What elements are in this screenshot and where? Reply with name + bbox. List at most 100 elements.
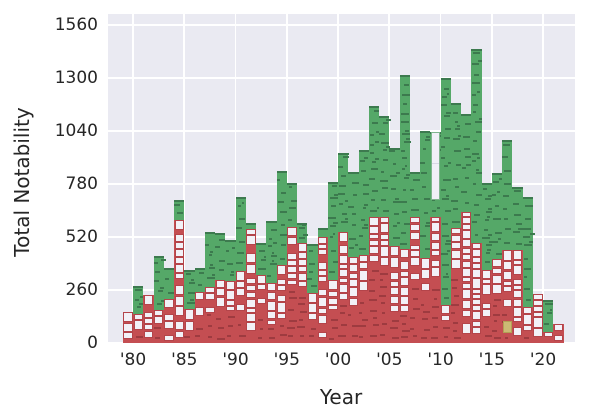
green-top-edge — [163, 267, 174, 270]
hollow-red-box — [246, 299, 256, 308]
red-segment-dash — [136, 335, 145, 338]
green-segment-dash — [463, 136, 471, 139]
hollow-red-box — [174, 257, 184, 264]
green-segment-dash — [364, 203, 368, 206]
green-segment-dash — [159, 287, 164, 290]
hollow-red-box — [389, 287, 399, 295]
red-segment-dash — [379, 295, 386, 298]
green-segment-dash — [518, 228, 524, 231]
green-segment-dash — [154, 262, 158, 265]
green-segment-dash — [486, 244, 494, 247]
green-segment-dash — [290, 199, 298, 202]
green-segment-dash — [444, 127, 451, 130]
hollow-red-box — [389, 295, 399, 304]
hollow-red-box — [482, 284, 492, 296]
green-segment-dash — [488, 241, 493, 244]
green-segment-dash — [465, 202, 470, 204]
red-segment-dash — [432, 289, 440, 292]
green-top-edge — [358, 150, 369, 153]
green-segment-dash — [374, 157, 380, 160]
hollow-red-box — [287, 272, 297, 279]
green-segment-dash — [371, 198, 375, 201]
hollow-red-box — [369, 233, 379, 239]
hollow-red-box — [174, 284, 184, 295]
hollow-red-box — [379, 222, 389, 234]
hollow-red-box — [430, 233, 440, 241]
green-segment-dash — [396, 171, 400, 174]
green-segment-dash — [404, 129, 409, 132]
red-segment-dash — [341, 323, 348, 326]
green-segment-dash — [452, 138, 460, 141]
hollow-red-box — [277, 278, 287, 286]
x-tick-label: '80 — [119, 350, 147, 370]
green-segment-dash — [361, 170, 366, 173]
green-segment-dash — [383, 149, 388, 152]
green-segment-dash — [453, 177, 458, 180]
green-segment-dash — [390, 174, 397, 177]
green-segment-dash — [299, 227, 306, 230]
red-segment-dash — [443, 326, 450, 329]
green-segment-dash — [448, 161, 452, 164]
hollow-red-box — [471, 256, 481, 263]
hollow-red-box — [215, 296, 225, 308]
green-segment-dash — [462, 166, 467, 169]
green-segment-dash — [491, 240, 498, 243]
green-segment-dash — [400, 232, 406, 235]
green-segment-dash — [374, 141, 380, 144]
green-segment-dash — [445, 239, 451, 242]
hollow-red-box — [533, 294, 543, 301]
green-segment-dash — [363, 183, 371, 186]
hollow-red-box — [471, 326, 481, 335]
hollow-red-box — [410, 250, 420, 258]
gridline-vertical — [337, 14, 339, 343]
green-stack-zone — [276, 170, 288, 265]
hollow-red-box — [143, 323, 153, 330]
hollow-red-box — [461, 288, 471, 299]
hollow-red-box — [461, 230, 471, 240]
hollow-red-box — [369, 216, 379, 226]
hollow-red-box — [338, 244, 348, 254]
red-segment-dash — [361, 319, 369, 322]
green-stack-zone — [225, 240, 236, 281]
green-segment-dash — [187, 302, 195, 305]
red-segment-dash — [494, 320, 498, 323]
green-segment-dash — [383, 158, 388, 161]
hollow-red-box — [369, 225, 379, 234]
green-segment-dash — [420, 172, 428, 175]
x-axis-title: Year — [319, 385, 363, 409]
red-segment-dash — [299, 311, 308, 314]
green-segment-dash — [189, 299, 194, 302]
hollow-red-box — [533, 305, 543, 313]
red-segment-dash — [257, 319, 263, 322]
green-segment-dash — [153, 279, 160, 282]
green-stack-zone — [389, 148, 402, 247]
red-segment-dash — [238, 334, 246, 337]
hollow-red-box — [482, 302, 492, 309]
hollow-red-box — [277, 313, 287, 319]
hollow-red-box — [430, 241, 440, 251]
hollow-red-box — [184, 309, 194, 321]
hollow-red-box — [543, 331, 553, 338]
green-segment-dash — [493, 218, 502, 221]
green-segment-dash — [524, 244, 532, 247]
green-segment-dash — [525, 298, 531, 301]
green-segment-dash — [395, 198, 400, 201]
hollow-red-box — [471, 243, 481, 249]
hollow-red-box — [348, 287, 358, 298]
green-segment-dash — [188, 291, 196, 294]
green-segment-dash — [237, 252, 245, 255]
red-segment-dash — [450, 278, 458, 281]
green-segment-dash — [188, 281, 197, 284]
red-segment-dash — [195, 334, 201, 337]
green-segment-dash — [360, 160, 366, 163]
hollow-red-box — [338, 269, 348, 277]
hollow-red-box — [307, 313, 317, 320]
green-segment-dash — [473, 103, 479, 106]
hollow-red-box — [512, 259, 522, 266]
green-segment-dash — [445, 273, 449, 276]
red-segment-dash — [451, 312, 455, 315]
green-segment-dash — [393, 224, 397, 227]
green-top-edge — [409, 171, 420, 174]
green-segment-dash — [472, 153, 479, 156]
red-segment-dash — [369, 309, 378, 312]
